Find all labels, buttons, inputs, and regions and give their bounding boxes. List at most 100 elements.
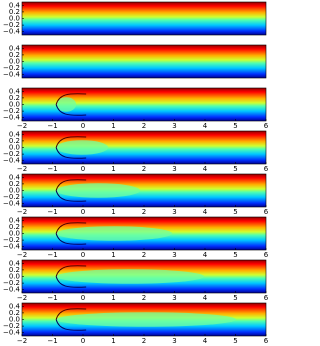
y-tick-label: 0.0 [9,15,20,23]
mixing-region [56,269,205,284]
x-tick-label: 3 [172,122,176,130]
x-tick-label: 1 [111,122,115,130]
x-tick-label: 3 [172,208,176,216]
x-tick-label: 2 [142,208,146,216]
y-tick-label: 0.0 [9,230,20,238]
x-tick-label: 4 [203,251,208,259]
panel: 0.40.20.0−0.2−0.4−2 −1 0 1 2 3 4 5 6 [3,259,269,302]
mixing-region [56,140,109,155]
shear-layer [55,190,87,202]
shear-layer [55,136,87,148]
y-tick-label: −0.4 [3,157,21,165]
y-tick-label: −0.2 [3,236,20,244]
x-tick-label: 4 [203,122,208,130]
y-tick-label: 0.4 [9,44,21,52]
shear-layer [55,233,87,245]
x-tick-label: 4 [203,208,208,216]
panel: 0.40.20.0−0.2−0.4−2 −1 0 1 2 3 4 5 6 [3,130,269,173]
x-tick-label: −2 [17,251,27,259]
y-tick-label: 0.4 [9,173,21,181]
x-tick-label: 5 [233,208,237,216]
x-tick-label: 0 [81,337,85,345]
x-tick-label: 0 [81,251,85,259]
y-tick-label: 0.0 [9,144,20,152]
y-tick-label: 0.2 [9,180,20,188]
x-tick-label: 0 [81,294,85,302]
y-tick-label: 0.2 [9,223,20,231]
y-tick-label: −0.4 [3,71,21,79]
x-tick-label: 6 [264,294,269,302]
x-tick-label: −2 [17,122,27,130]
y-tick-label: −0.4 [3,243,21,251]
figure: 0.40.20.0−0.2−0.40.40.20.0−0.2−0.40.40.2… [3,1,269,345]
x-tick-label: 6 [264,251,269,259]
y-tick-label: −0.4 [3,200,21,208]
x-tick-label: 3 [172,251,176,259]
shear-layer [55,308,87,320]
x-tick-label: −1 [47,294,57,302]
panel: 0.40.20.0−0.2−0.4 [3,1,267,36]
y-tick-label: 0.4 [9,216,21,224]
shear-layer [55,276,87,288]
panel: 0.40.20.0−0.2−0.4 [3,44,267,79]
y-tick-label: 0.0 [9,58,20,66]
y-tick-label: 0.4 [9,1,21,9]
mixing-region [56,97,77,112]
y-tick-label: −0.2 [3,279,20,287]
y-tick-label: 0.4 [9,130,21,138]
y-tick-label: −0.4 [3,114,21,122]
x-tick-label: −2 [17,208,27,216]
x-tick-label: −1 [47,122,57,130]
y-tick-label: −0.2 [3,322,20,330]
mixing-region [56,312,237,327]
y-tick-label: −0.2 [3,193,20,201]
x-tick-label: −1 [47,208,57,216]
x-tick-label: −1 [47,165,57,173]
shear-layer [55,147,87,159]
y-tick-label: 0.0 [9,187,20,195]
shear-layer [55,319,87,331]
field-image [22,2,266,35]
x-tick-label: 0 [81,165,85,173]
x-tick-label: 1 [111,251,115,259]
y-tick-label: −0.2 [3,21,20,29]
y-tick-label: −0.4 [3,28,21,36]
x-tick-label: 6 [264,208,269,216]
y-tick-label: −0.4 [3,286,21,294]
x-tick-label: 4 [203,337,208,345]
x-tick-label: 1 [111,294,115,302]
x-tick-label: 6 [264,122,269,130]
y-tick-label: 0.2 [9,51,20,59]
x-tick-label: 3 [172,337,176,345]
panel: 0.40.20.0−0.2−0.4−2 −1 0 1 2 3 4 5 6 [3,173,269,216]
y-tick-label: 0.2 [9,309,20,317]
shear-layer [55,93,87,105]
x-tick-label: 0 [81,122,85,130]
x-tick-label: 1 [111,165,115,173]
x-tick-label: 2 [142,251,146,259]
mixing-region [56,226,173,241]
y-tick-label: −0.2 [3,64,20,72]
x-tick-label: −2 [17,165,27,173]
x-tick-label: 6 [264,165,269,173]
y-tick-label: 0.0 [9,101,20,109]
x-tick-label: 4 [203,165,208,173]
x-tick-label: 5 [233,251,237,259]
x-tick-label: −1 [47,337,57,345]
x-tick-label: 6 [264,337,269,345]
y-tick-label: 0.2 [9,137,20,145]
y-tick-label: 0.0 [9,316,20,324]
y-tick-label: 0.2 [9,266,20,274]
y-tick-label: 0.2 [9,94,20,102]
x-tick-label: 5 [233,122,237,130]
x-tick-label: 4 [203,294,208,302]
x-tick-label: 5 [233,165,237,173]
x-tick-label: 0 [81,208,85,216]
x-tick-label: 2 [142,165,146,173]
x-tick-label: 1 [111,208,115,216]
mixing-region [56,183,141,198]
shear-layer [55,222,87,234]
y-tick-label: 0.4 [9,259,21,267]
shear-layer [55,265,87,277]
panel: 0.40.20.0−0.2−0.4−2 −1 0 1 2 3 4 5 6 [3,216,269,259]
